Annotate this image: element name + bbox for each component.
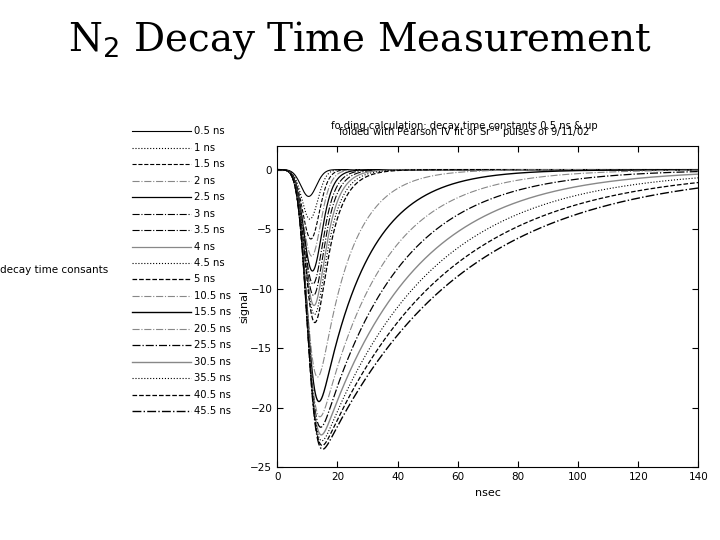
Y-axis label: signal: signal: [239, 290, 249, 323]
Text: 10.5 ns: 10.5 ns: [194, 291, 231, 301]
Text: 1 ns: 1 ns: [194, 143, 215, 153]
Text: 45.5 ns: 45.5 ns: [194, 406, 231, 416]
Text: 35.5 ns: 35.5 ns: [194, 373, 231, 383]
Text: 4 ns: 4 ns: [194, 241, 215, 252]
Text: 4.5 ns: 4.5 ns: [194, 258, 225, 268]
Text: N$_2$ Decay Time Measurement: N$_2$ Decay Time Measurement: [68, 19, 652, 61]
Text: folded with Pearson IV fit of Sr$^{90}$ pulses of 9/11/02: folded with Pearson IV fit of Sr$^{90}$ …: [338, 125, 590, 140]
Text: 3 ns: 3 ns: [194, 208, 215, 219]
Text: 15.5 ns: 15.5 ns: [194, 307, 232, 318]
Text: fo ding calculation: decay time constants 0.5 ns & up: fo ding calculation: decay time constant…: [331, 121, 598, 131]
Text: 40.5 ns: 40.5 ns: [194, 390, 231, 400]
X-axis label: nsec: nsec: [475, 488, 500, 497]
Text: 2 ns: 2 ns: [194, 176, 215, 186]
Text: 20.5 ns: 20.5 ns: [194, 324, 231, 334]
Text: 25.5 ns: 25.5 ns: [194, 340, 232, 350]
Text: 2.5 ns: 2.5 ns: [194, 192, 225, 202]
Text: 3.5 ns: 3.5 ns: [194, 225, 225, 235]
Text: 0.5 ns: 0.5 ns: [194, 126, 225, 136]
Text: 30.5 ns: 30.5 ns: [194, 357, 231, 367]
Text: 1.5 ns: 1.5 ns: [194, 159, 225, 169]
Text: 5 ns: 5 ns: [194, 274, 215, 285]
Text: decay time consants: decay time consants: [0, 265, 108, 275]
